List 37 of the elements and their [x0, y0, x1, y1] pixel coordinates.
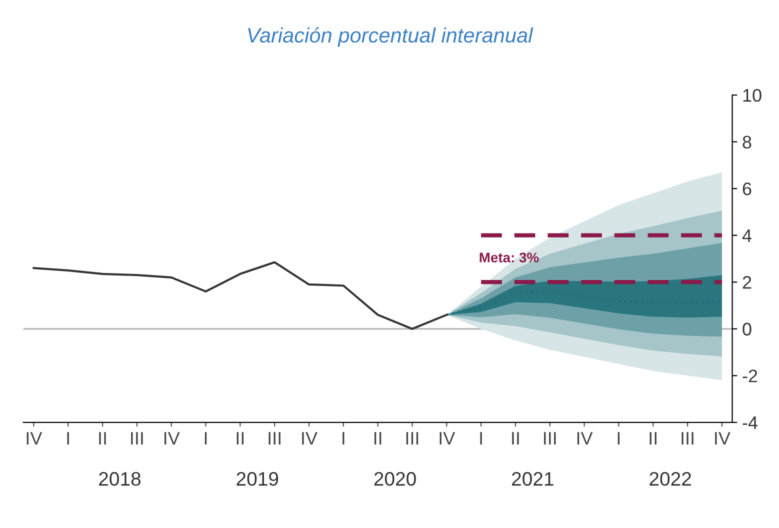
x-tick-label: IV — [302, 432, 318, 445]
x-tick-label: II — [99, 432, 106, 445]
text: 2022 — [650, 472, 691, 486]
x-tick-label: IV — [440, 432, 456, 445]
x-tick-label: I — [204, 432, 207, 445]
x-tick-label: II — [650, 432, 656, 445]
text: 2021 — [512, 472, 554, 486]
x-tick-label: II — [512, 432, 519, 445]
y-tick-label: 10 — [743, 88, 762, 102]
x-tick-label: IV — [26, 432, 42, 445]
x-tick-label: I — [480, 432, 482, 445]
x-tick-label: IV — [164, 432, 180, 445]
x-tick-label: I — [67, 432, 69, 445]
chart-title: Variación porcentual interanual — [248, 27, 534, 47]
annotation: Meta: 3% — [480, 252, 539, 262]
x-tick-label: II — [236, 432, 244, 445]
text: 2020 — [374, 472, 416, 486]
y-tick-label: 2 — [742, 276, 752, 289]
y-tick-label: 4 — [742, 229, 752, 242]
y-tick-label: -2 — [742, 370, 758, 382]
x-tick-label: III — [131, 432, 143, 445]
x-tick-label: III — [544, 432, 556, 445]
text: 2018 — [99, 472, 141, 486]
y-tick-label: -4 — [742, 416, 758, 429]
x-tick-label: I — [618, 432, 620, 445]
x-tick-label: IV — [577, 432, 593, 445]
y-tick-label: 6 — [742, 182, 752, 196]
line-series — [32, 261, 448, 330]
x-tick-label: III — [406, 432, 418, 445]
y-tick-label: 8 — [742, 136, 752, 149]
x-tick-label: II — [374, 432, 382, 445]
x-tick-label: III — [268, 432, 280, 445]
text: 2019 — [236, 472, 278, 486]
x-tick-label: IV — [715, 432, 730, 445]
x-tick-label: III — [682, 432, 694, 445]
x-tick-label: I — [342, 432, 344, 445]
y-tick-label: 0 — [742, 322, 752, 336]
